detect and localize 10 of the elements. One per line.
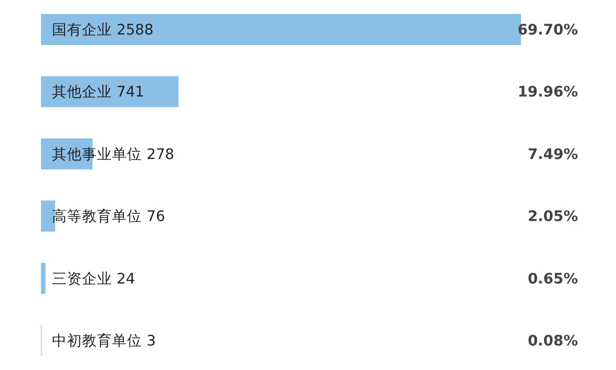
data-label: 2.05% bbox=[528, 209, 578, 226]
y-tick-label: 国有企业 2588 bbox=[52, 22, 154, 38]
data-label: 7.49% bbox=[528, 146, 578, 163]
data-label: 0.08% bbox=[528, 334, 578, 350]
data-label: 19.96% bbox=[518, 84, 578, 101]
y-tick-label: 中初教育单位 3 bbox=[52, 332, 156, 350]
y-tick-label: 其他企业 741 bbox=[52, 84, 144, 101]
y-tick-label: 高等教育单位 76 bbox=[52, 208, 166, 226]
data-label: 0.65% bbox=[528, 271, 578, 288]
y-tick-label: 三资企业 24 bbox=[52, 270, 136, 288]
